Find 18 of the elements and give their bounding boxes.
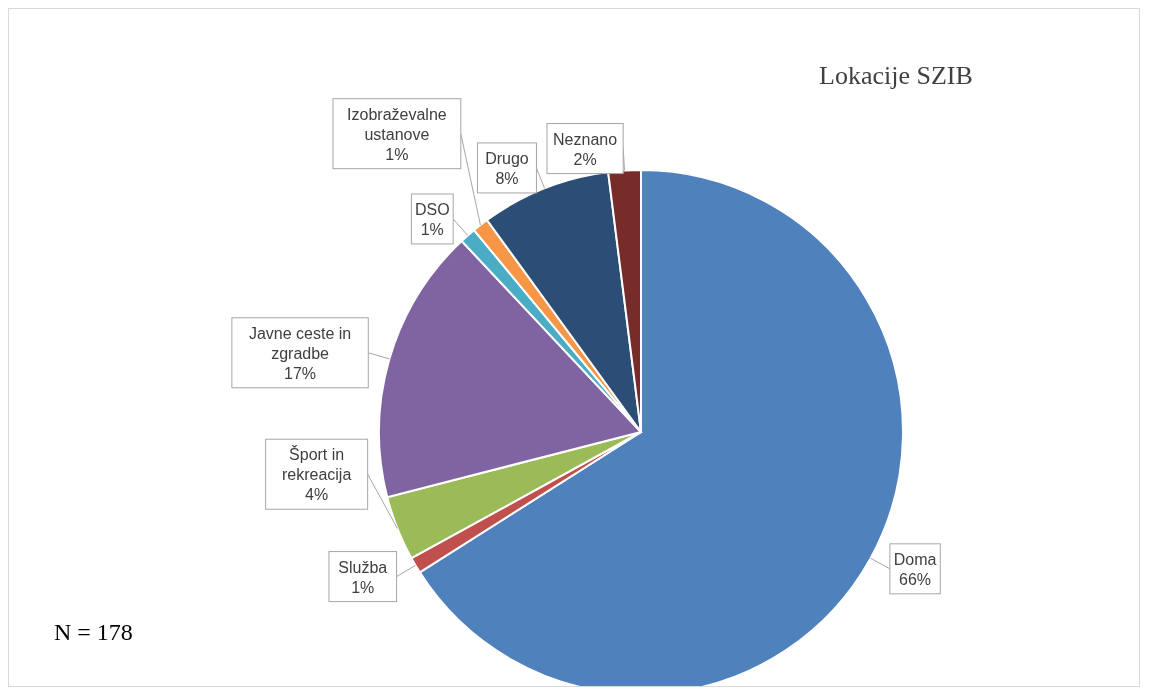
slice-label: Šport in rekreacija bbox=[281, 445, 352, 484]
slice-label: Doma bbox=[893, 550, 937, 568]
data-label: 1% bbox=[351, 578, 375, 596]
data-label: 17% bbox=[284, 364, 317, 382]
slice-label: Služba bbox=[338, 558, 388, 576]
data-label: 2% bbox=[573, 150, 597, 168]
text: N = 178 bbox=[54, 619, 133, 646]
slice-label: Javne ceste in zgradbe bbox=[248, 324, 352, 362]
slice-label: DSO bbox=[414, 200, 450, 218]
chart-title: Lokacije SZIB bbox=[819, 61, 973, 91]
data-label: 1% bbox=[385, 145, 409, 163]
data-label: 8% bbox=[495, 169, 519, 187]
data-label: 66% bbox=[899, 570, 932, 588]
data-label: 4% bbox=[305, 486, 329, 504]
data-label: 1% bbox=[420, 220, 444, 238]
slice-label: Drugo bbox=[485, 149, 529, 167]
slice-label: Izobraževalne ustanove bbox=[347, 105, 447, 143]
slice-label: Neznano bbox=[553, 130, 618, 148]
